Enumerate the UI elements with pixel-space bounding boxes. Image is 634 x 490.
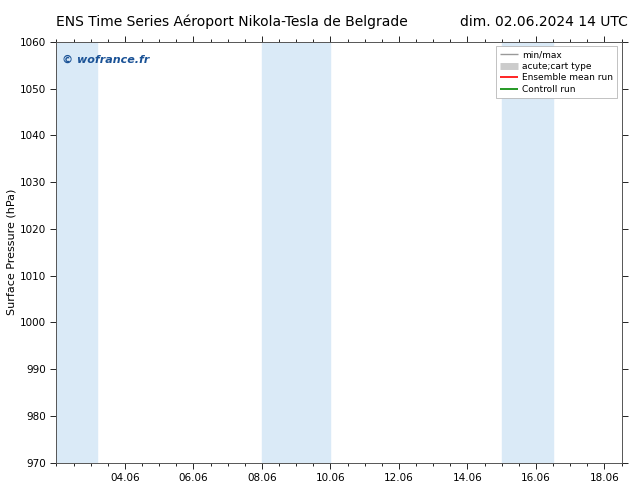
Text: dim. 02.06.2024 14 UTC: dim. 02.06.2024 14 UTC <box>460 15 628 29</box>
Y-axis label: Surface Pressure (hPa): Surface Pressure (hPa) <box>7 189 17 316</box>
Legend: min/max, acute;cart type, Ensemble mean run, Controll run: min/max, acute;cart type, Ensemble mean … <box>496 47 617 98</box>
Text: ENS Time Series Aéroport Nikola-Tesla de Belgrade: ENS Time Series Aéroport Nikola-Tesla de… <box>56 15 408 29</box>
Bar <box>501 42 553 463</box>
Bar <box>262 42 330 463</box>
Bar <box>56 42 98 463</box>
Text: © wofrance.fr: © wofrance.fr <box>62 54 150 65</box>
